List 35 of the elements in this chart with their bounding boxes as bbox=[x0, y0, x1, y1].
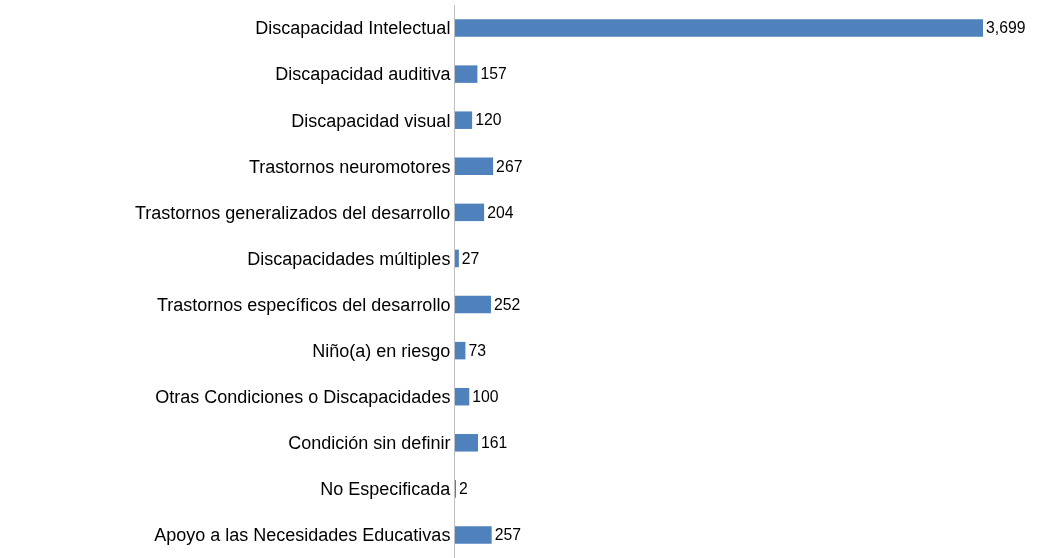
y-tick-label: No Especificada bbox=[320, 479, 452, 500]
data-label: 204 bbox=[487, 203, 514, 221]
y-tick-label: Discapacidad Intelectual bbox=[255, 18, 451, 39]
y-tick-label: Condición sin definir bbox=[288, 433, 451, 454]
y-tick-label: Discapacidades múltiples bbox=[247, 248, 451, 269]
data-label: 3,699 bbox=[986, 19, 1026, 37]
data-label: 267 bbox=[496, 157, 523, 175]
y-tick-label: Trastornos generalizados del desarrollo bbox=[134, 202, 451, 223]
bar bbox=[455, 295, 491, 314]
bar bbox=[455, 249, 459, 268]
data-label: 157 bbox=[480, 65, 507, 83]
y-tick-label: Niño(a) en riesgo bbox=[312, 340, 451, 361]
y-tick-label: Trastornos específicos del desarrollo bbox=[156, 294, 451, 315]
y-tick-label: Trastornos neuromotores bbox=[248, 156, 451, 177]
bar bbox=[455, 19, 983, 37]
data-label: 27 bbox=[461, 249, 480, 267]
bar bbox=[455, 526, 492, 544]
bar bbox=[455, 203, 485, 222]
bar bbox=[455, 341, 466, 360]
bar bbox=[455, 65, 478, 83]
data-label: 2 bbox=[459, 480, 468, 498]
y-tick-label: Discapacidad visual bbox=[291, 110, 451, 131]
bar bbox=[455, 387, 470, 406]
y-tick-label: Otras Condiciones o Discapacidades bbox=[155, 387, 451, 408]
data-label: 252 bbox=[493, 295, 521, 313]
bar bbox=[455, 157, 494, 176]
data-label: 100 bbox=[472, 387, 499, 405]
y-tick-label: Apoyo a las Necesidades Educativas bbox=[154, 525, 451, 546]
data-label: 161 bbox=[480, 434, 508, 452]
data-label: 120 bbox=[475, 111, 502, 129]
y-tick-label: Discapacidad auditiva bbox=[275, 64, 452, 85]
data-label: 257 bbox=[494, 526, 521, 544]
data-label: 73 bbox=[468, 341, 487, 359]
bar bbox=[455, 111, 473, 129]
bar bbox=[455, 434, 478, 452]
